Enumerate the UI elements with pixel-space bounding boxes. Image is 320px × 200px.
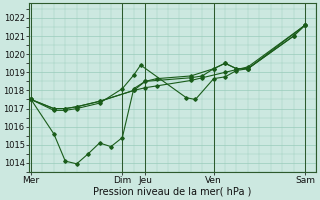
X-axis label: Pression niveau de la mer( hPa ): Pression niveau de la mer( hPa )	[93, 187, 252, 197]
